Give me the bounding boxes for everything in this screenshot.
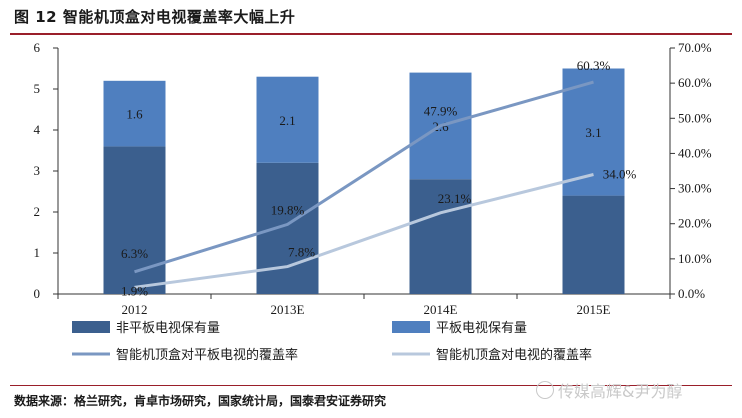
line-data-label: 34.0% [603, 167, 637, 182]
bar-flat-tv [256, 76, 319, 163]
x-tick-label: 2013E [271, 302, 305, 317]
legend-swatch [72, 321, 110, 333]
watermark: 传媒高辉&尹为醇 [536, 378, 682, 402]
legend-swatch [392, 321, 430, 333]
line-flat-tv-coverage [134, 80, 594, 274]
bar-non-flat-tv [562, 195, 625, 294]
bar-data-label: 2.1 [279, 113, 295, 128]
x-tick-label: 2015E [577, 302, 611, 317]
legend-label: 非平板电视保有量 [116, 321, 220, 336]
right-tick-label: 30.0% [678, 181, 712, 196]
left-tick-label: 2 [34, 204, 41, 219]
line-data-label: 60.3% [577, 58, 611, 73]
right-tick-label: 40.0% [678, 145, 712, 160]
data-source-note: 数据来源：格兰研究，肯卓市场研究，国家统计局，国泰君安证券研究 [14, 394, 387, 408]
left-tick-label: 0 [34, 286, 41, 301]
line-data-label: 23.1% [438, 191, 472, 206]
footer-divider [10, 385, 732, 386]
left-tick-label: 1 [34, 245, 41, 260]
right-tick-label: 50.0% [678, 110, 712, 125]
legend-label: 智能机顶盒对电视的覆盖率 [436, 347, 592, 363]
watermark-text: 传媒高辉&尹为醇 [558, 382, 683, 401]
left-tick-label: 5 [34, 81, 41, 96]
right-tick-label: 10.0% [678, 251, 712, 266]
right-tick-label: 20.0% [678, 216, 712, 231]
title-divider [10, 33, 732, 35]
bar-non-flat-tv [409, 179, 472, 294]
bar-flat-tv [103, 80, 166, 147]
right-tick-label: 0.0% [678, 286, 705, 301]
bar-data-label: 1.6 [126, 107, 143, 122]
right-tick-label: 70.0% [678, 40, 712, 55]
left-tick-label: 4 [34, 122, 41, 137]
right-tick-label: 60.0% [678, 75, 712, 90]
line-data-label: 47.9% [424, 104, 458, 119]
bar-data-label: 3.1 [585, 125, 601, 140]
bar-non-flat-tv [103, 146, 166, 294]
line-data-label: 19.8% [271, 202, 305, 217]
line-data-label: 6.3% [121, 246, 148, 261]
line-data-label: 1.9% [121, 283, 148, 298]
x-tick-label: 2014E [424, 302, 458, 317]
legend-label: 平板电视保有量 [436, 321, 527, 336]
legend-label: 智能机顶盒对平板电视的覆盖率 [116, 347, 298, 363]
line-tv-coverage [134, 173, 594, 289]
left-tick-label: 3 [34, 163, 41, 178]
left-tick-label: 6 [34, 40, 41, 55]
x-tick-label: 2012 [122, 302, 148, 317]
bar-non-flat-tv [256, 162, 319, 294]
stacked-bar-line-chart: 0 1 2 3 4 5 6 0.0% 10.0% 20.0% 30.0% 40.0% 50.0% 60.… [34, 40, 712, 363]
figure-title: 图 12 智能机顶盒对电视覆盖率大幅上升 [14, 8, 296, 26]
bar-flat-tv [562, 68, 625, 196]
line-data-label: 7.8% [288, 245, 315, 260]
wechat-logo-icon [536, 381, 554, 399]
